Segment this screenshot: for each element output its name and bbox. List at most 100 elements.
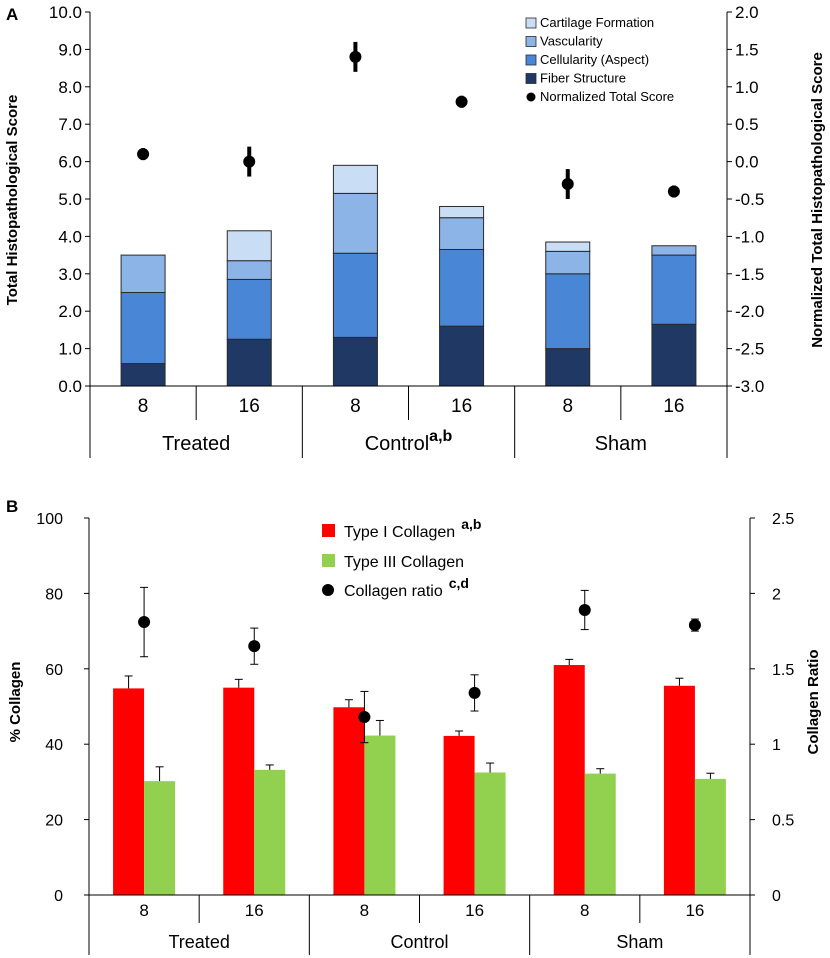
panel-a-subcategory-label: 16 xyxy=(451,396,472,417)
legend-annotation-type-i-collagen: a,b xyxy=(461,516,481,532)
point-normalized-total-score xyxy=(561,178,574,191)
panel-a-y2-tick-label: -1.5 xyxy=(735,265,764,284)
panel-a-group-label-control: Controla,b xyxy=(365,428,453,455)
legend-marker-normalized-total-score xyxy=(526,92,536,102)
panel-b: B % Collagen Collagen Ratio 020406080100… xyxy=(6,497,822,955)
bar-cartilage-formation xyxy=(226,230,272,262)
panel-a-y2-tick-label: -1.0 xyxy=(735,227,764,246)
panel-a-y-tick-label: 5.0 xyxy=(58,190,82,209)
panel-a-y-tick-label: 2.0 xyxy=(58,302,82,321)
legend-label-cellularity-aspect: Cellularity (Aspect) xyxy=(540,52,649,67)
bar-cellularity-aspect xyxy=(651,254,697,325)
legend-label-collagen-ratio: Collagen ratio xyxy=(344,583,443,600)
panel-a-y2-tick-label: 0.5 xyxy=(735,115,759,134)
panel-b-y2-tick-label: 0 xyxy=(772,888,781,905)
panel-b-y-tick-label: 0 xyxy=(54,888,63,905)
panel-a-y-tick-label: 7.0 xyxy=(58,115,82,134)
panel-a-y-tick-label: 3.0 xyxy=(58,265,82,284)
point-collagen-ratio xyxy=(248,640,261,653)
panel-b-group-label-control: Control xyxy=(390,932,448,952)
panel-a-subcategory-label: 16 xyxy=(663,396,684,417)
panel-a-group-label-treated: Treated xyxy=(162,433,230,455)
bar-cellularity-aspect xyxy=(545,273,591,350)
point-collagen-ratio xyxy=(688,619,701,632)
panel-a-label: A xyxy=(6,5,18,24)
panel-a-subcategory-label: 8 xyxy=(350,396,361,417)
point-collagen-ratio xyxy=(578,603,591,616)
bar-fiber-structure xyxy=(651,323,697,387)
legend-label-fiber-structure: Fiber Structure xyxy=(540,71,626,86)
bar-type-i-collagen xyxy=(663,685,695,895)
panel-a-y2-tick-label: 2.0 xyxy=(735,3,759,22)
bar-vascularity xyxy=(332,192,378,254)
panel-a-legend: Cartilage Formation Vascularity Cellularit… xyxy=(525,15,674,104)
panel-b-group-label-sham: Sham xyxy=(616,932,663,952)
legend-swatch-type-i-collagen xyxy=(322,524,335,537)
panel-b-y2-tick-label: 1 xyxy=(772,737,781,754)
panel-a-y2-tick-label: 0.0 xyxy=(735,153,759,172)
bar-cellularity-aspect xyxy=(226,278,272,340)
legend-label-type-iii-collagen: Type III Collagen xyxy=(344,554,464,571)
panel-a-y2-tick-label: -3.0 xyxy=(735,377,764,396)
panel-b-label: B xyxy=(6,497,18,516)
bar-cellularity-aspect xyxy=(120,292,166,365)
bar-cartilage-formation xyxy=(332,164,378,194)
panel-a-y2-tick-label: -2.0 xyxy=(735,302,764,321)
legend-entry-type-i-collagen: Type I Collagen a,b xyxy=(344,516,481,541)
panel-b-subcategory-label: 16 xyxy=(245,901,264,920)
panel-b-y-tick-label: 100 xyxy=(36,511,63,528)
bar-cellularity-aspect xyxy=(439,248,485,327)
legend-label-vascularity: Vascularity xyxy=(540,34,603,49)
bar-type-iii-collagen xyxy=(144,781,176,895)
panel-a-y-tick-label: 8.0 xyxy=(58,78,82,97)
bar-cellularity-aspect xyxy=(332,252,378,338)
bar-fiber-structure xyxy=(439,325,485,387)
panel-a-subcategory-label: 8 xyxy=(138,396,149,417)
legend-marker-collagen-ratio xyxy=(322,584,334,596)
panel-a-y-tick-label: 4.0 xyxy=(58,227,82,246)
panel-a-group-label-text: Sham xyxy=(595,433,647,455)
point-collagen-ratio xyxy=(358,711,371,724)
panel-b-subcategory-label: 16 xyxy=(685,901,704,920)
panel-a-y-tick-label: 0.0 xyxy=(58,377,82,396)
bar-type-i-collagen xyxy=(223,687,255,895)
bar-type-i-collagen xyxy=(553,665,585,895)
panel-b-subcategory-label: 16 xyxy=(465,901,484,920)
panel-b-y2-tick-label: 2 xyxy=(772,586,781,603)
legend-swatch-cellularity-aspect xyxy=(525,54,537,66)
point-normalized-total-score xyxy=(243,155,256,168)
panel-a-group-label-text: Treated xyxy=(162,433,230,455)
panel-b-y-tick-label: 80 xyxy=(45,586,63,603)
panel-a-y2-tick-label: 1.0 xyxy=(735,78,759,97)
legend-annotation-collagen-ratio: c,d xyxy=(449,575,469,591)
panel-b-subcategory-label: 8 xyxy=(580,901,589,920)
legend-swatch-cartilage-formation xyxy=(525,17,537,29)
legend-swatch-type-iii-collagen xyxy=(322,554,335,567)
panel-b-subcategory-label: 8 xyxy=(139,901,148,920)
bar-type-iii-collagen xyxy=(584,773,616,895)
bar-vascularity xyxy=(226,260,272,280)
point-normalized-total-score xyxy=(137,148,150,161)
panel-b-legend: Type I Collagen a,b Type III Collagen Colla… xyxy=(322,516,481,600)
point-normalized-total-score xyxy=(349,50,362,63)
point-normalized-total-score xyxy=(455,95,468,108)
bar-vascularity xyxy=(545,250,591,275)
panel-b-y2-tick-label: 2.5 xyxy=(772,511,794,528)
point-collagen-ratio xyxy=(468,686,481,699)
panel-a: A Total Histopathological Score Normaliz… xyxy=(4,3,826,458)
bar-type-iii-collagen xyxy=(694,778,726,895)
panel-b-y-tick-label: 20 xyxy=(45,813,63,830)
legend-label-cartilage-formation: Cartilage Formation xyxy=(540,15,654,30)
panel-a-y2-tick-label: -2.5 xyxy=(735,340,764,359)
legend-swatch-vascularity xyxy=(525,36,537,47)
bar-fiber-structure xyxy=(545,348,591,387)
legend-entry-collagen-ratio: Collagen ratio c,d xyxy=(344,575,469,600)
bar-fiber-structure xyxy=(332,336,378,387)
panel-b-y-axis-label: % Collagen xyxy=(7,662,24,743)
bar-vascularity xyxy=(439,217,485,250)
bar-type-i-collagen xyxy=(113,688,145,895)
panel-b-y-tick-label: 60 xyxy=(45,662,63,679)
bar-fiber-structure xyxy=(120,363,166,387)
panel-a-subcategory-label: 16 xyxy=(239,396,260,417)
